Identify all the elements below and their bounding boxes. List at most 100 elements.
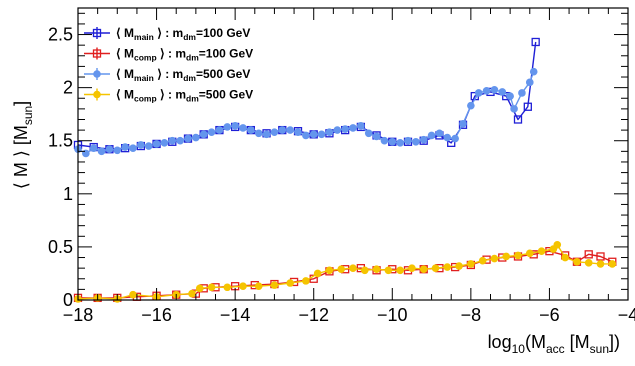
data-point xyxy=(207,128,216,137)
data-point xyxy=(561,253,569,262)
x-tick-label: −8 xyxy=(461,305,482,325)
data-point xyxy=(584,250,593,259)
data-point xyxy=(364,129,373,138)
data-point xyxy=(207,283,216,292)
data-point xyxy=(459,119,467,128)
data-point xyxy=(608,260,617,268)
data-point xyxy=(270,281,279,289)
data-point xyxy=(474,89,483,97)
data-point xyxy=(168,136,177,145)
data-point xyxy=(455,262,463,270)
data-point xyxy=(278,126,287,134)
y-tick-label: 1 xyxy=(63,184,73,204)
data-point xyxy=(254,282,263,290)
data-point xyxy=(294,128,302,137)
data-point xyxy=(349,124,357,132)
data-point xyxy=(482,87,491,95)
data-point xyxy=(372,265,381,274)
legend-label: ⟨ Mmain ⟩ : mdm=100 GeV xyxy=(116,26,250,42)
data-point xyxy=(451,134,459,143)
x-tick-label: −18 xyxy=(63,305,94,325)
data-point xyxy=(388,137,397,146)
x-tick-label: −10 xyxy=(377,305,408,325)
data-point xyxy=(490,85,499,94)
data-point xyxy=(357,122,365,130)
data-point xyxy=(506,92,514,100)
data-point xyxy=(160,139,169,147)
axis-ticks xyxy=(77,8,629,301)
legend-entry: ⟨ Mcomp ⟩ : mdm=500 GeV xyxy=(84,88,253,104)
data-point xyxy=(113,146,122,155)
data-point xyxy=(254,129,263,138)
data-point xyxy=(270,128,279,137)
data-point xyxy=(129,144,137,152)
legend: ⟨ Mmain ⟩ : mdm=100 GeV ⟨ Mcomp ⟩ : mdm=1… xyxy=(84,26,253,104)
data-point xyxy=(231,122,239,130)
data-point xyxy=(525,249,534,258)
data-point xyxy=(443,133,452,142)
data-point xyxy=(431,264,440,272)
data-point xyxy=(97,147,106,156)
y-tick-label: 2 xyxy=(63,78,73,98)
series-line xyxy=(77,71,535,155)
data-point xyxy=(286,279,294,287)
x-tick-label: −12 xyxy=(298,305,329,325)
data-point xyxy=(396,139,404,147)
data-point xyxy=(195,284,204,293)
data-point xyxy=(360,266,369,275)
legend-label: ⟨ Mcomp ⟩ : mdm=500 GeV xyxy=(116,88,253,104)
data-point xyxy=(584,259,593,267)
legend-entry: ⟨ Mmain ⟩ : mdm=500 GeV xyxy=(84,67,250,83)
legend-marker xyxy=(92,28,102,38)
legend-marker xyxy=(93,90,101,99)
data-point xyxy=(239,282,247,290)
data-point xyxy=(325,128,334,137)
data-point xyxy=(333,126,342,134)
data-point xyxy=(152,140,161,148)
data-point xyxy=(239,124,247,132)
data-point xyxy=(531,37,540,47)
data-point xyxy=(404,136,412,145)
data-point xyxy=(510,105,518,113)
data-point xyxy=(478,256,487,265)
x-tick-label: −14 xyxy=(220,305,251,325)
data-point xyxy=(490,254,499,263)
data-point xyxy=(121,143,129,151)
data-point xyxy=(537,247,546,255)
data-point xyxy=(553,240,562,249)
series-3 xyxy=(74,240,617,303)
y-tick-label: 1.5 xyxy=(48,131,73,151)
legend-entry: ⟨ Mcomp ⟩ : mdm=100 GeV xyxy=(84,47,253,63)
data-point xyxy=(529,67,538,76)
data-point xyxy=(176,136,184,145)
data-point xyxy=(396,266,404,275)
data-point xyxy=(137,141,145,149)
legend-marker xyxy=(92,49,102,58)
data-point xyxy=(302,131,310,140)
data-point xyxy=(419,135,428,144)
data-point xyxy=(215,126,224,134)
data-point xyxy=(408,264,416,272)
data-point xyxy=(525,78,534,87)
data-point xyxy=(435,129,444,138)
data-point xyxy=(596,260,605,268)
data-point xyxy=(188,289,196,298)
legend-label: ⟨ Mmain ⟩ : mdm=500 GeV xyxy=(116,67,250,83)
data-point xyxy=(596,252,605,261)
data-point xyxy=(447,138,456,148)
data-point xyxy=(223,123,232,131)
data-point xyxy=(262,130,271,139)
data-point xyxy=(502,252,511,261)
x-tick-label: −6 xyxy=(539,305,560,325)
data-point xyxy=(192,133,200,142)
y-tick-label: 2.5 xyxy=(48,25,73,45)
data-point xyxy=(523,102,532,111)
data-point xyxy=(467,260,475,268)
data-point xyxy=(337,265,346,274)
x-tick-label: −4 xyxy=(618,305,635,325)
data-point xyxy=(467,101,475,110)
data-point xyxy=(82,149,90,158)
data-point xyxy=(498,88,507,96)
data-point xyxy=(223,283,232,292)
